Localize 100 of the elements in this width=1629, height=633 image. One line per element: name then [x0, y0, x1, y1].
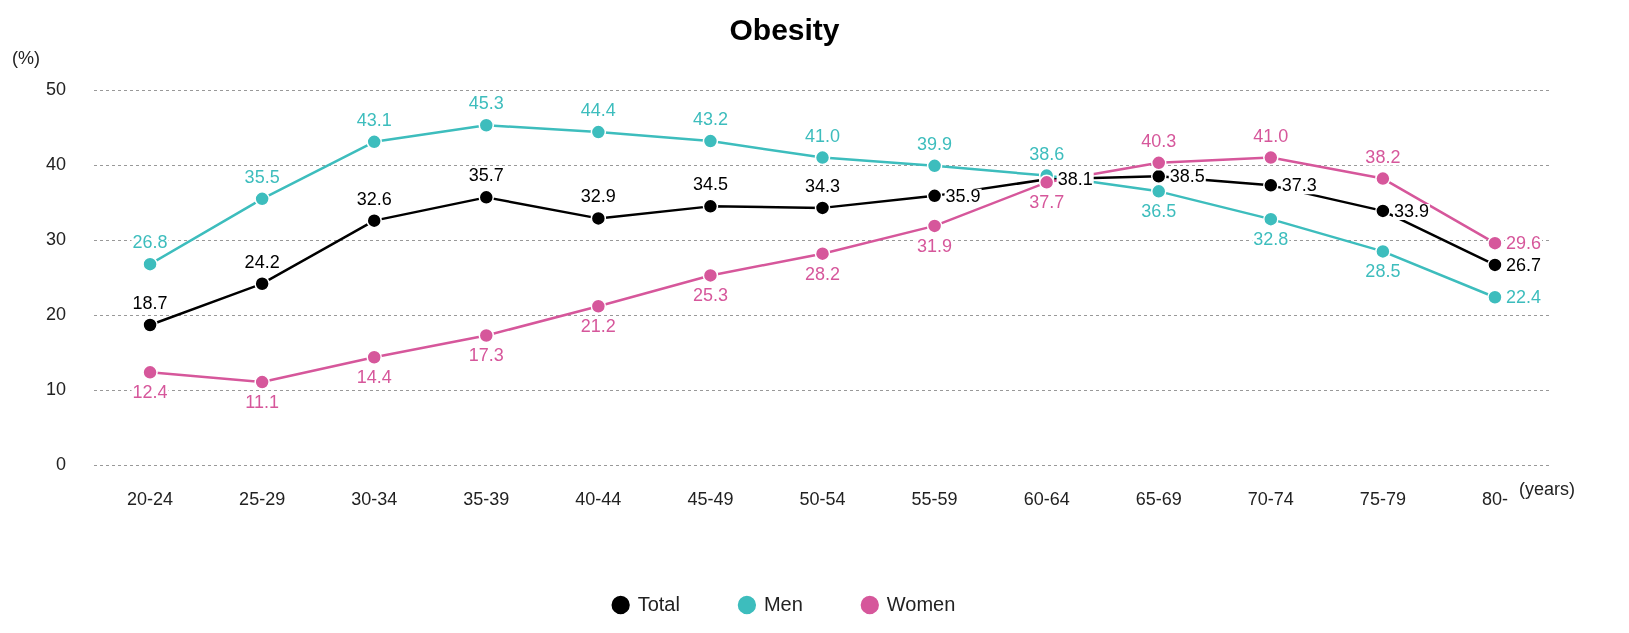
point: [926, 158, 943, 174]
point: [1150, 168, 1167, 185]
point: [1375, 170, 1391, 187]
data-label: 32.6: [356, 188, 392, 209]
y-tick-label: 30: [45, 229, 67, 250]
point: [590, 298, 607, 314]
data-label: 29.6: [1505, 233, 1542, 254]
data-label: 38.2: [1365, 146, 1401, 167]
point: [478, 327, 495, 344]
data-label: 26.7: [1505, 254, 1542, 275]
data-label: 18.7: [132, 292, 168, 313]
data-label: 35.9: [945, 185, 981, 206]
chart-title: Obesity: [729, 13, 840, 47]
x-tick-label: 70-74: [1247, 489, 1294, 510]
x-tick-label: 50-54: [799, 489, 846, 510]
point: [702, 133, 719, 149]
point: [366, 349, 382, 366]
x-tick-label: 55-59: [911, 489, 958, 510]
point: [814, 200, 831, 216]
data-label: 45.3: [468, 93, 504, 114]
legend-label: Men: [763, 592, 803, 615]
data-label: 41.0: [1253, 125, 1289, 146]
legend-label: Women: [886, 592, 956, 615]
data-label: 32.9: [580, 186, 616, 207]
data-label: 35.5: [244, 166, 280, 187]
point: [1375, 203, 1391, 219]
x-tick-label: 30-34: [351, 489, 398, 510]
data-label: 12.4: [132, 382, 168, 403]
point: [590, 210, 607, 227]
legend-label: Total: [637, 592, 680, 615]
data-label: 43.2: [692, 109, 728, 130]
data-label: 33.9: [1393, 200, 1429, 221]
data-label: 25.3: [692, 285, 728, 306]
data-label: 35.7: [468, 165, 504, 186]
data-label: 36.5: [1141, 201, 1177, 222]
x-tick-label: 20-24: [127, 489, 174, 510]
point: [254, 374, 270, 390]
point: [1150, 155, 1167, 171]
data-label: 39.9: [917, 133, 953, 154]
y-tick-label: 40: [45, 154, 67, 175]
data-label: 34.3: [804, 175, 841, 196]
data-label: 17.3: [468, 345, 504, 366]
point: [366, 134, 382, 150]
point: [478, 189, 495, 206]
x-tick-label: 60-64: [1023, 489, 1070, 510]
point: [1375, 243, 1391, 260]
point: [142, 256, 158, 272]
data-label: 14.4: [356, 367, 392, 388]
point: [478, 117, 495, 134]
data-label: 37.3: [1281, 175, 1317, 196]
data-label: 24.2: [244, 251, 280, 272]
point: [926, 188, 943, 204]
point: [1263, 177, 1279, 194]
data-label: 41.0: [804, 125, 841, 146]
data-label: 26.8: [132, 232, 168, 253]
point: [1263, 211, 1279, 227]
point: [814, 149, 831, 166]
x-tick-label: 65-69: [1135, 489, 1182, 510]
data-label: 32.8: [1253, 229, 1289, 250]
point: [366, 212, 382, 229]
point: [590, 124, 607, 140]
data-label: 44.4: [580, 100, 616, 121]
point: [1263, 149, 1279, 166]
x-tick-label: 80-: [1481, 489, 1508, 510]
point: [1487, 289, 1503, 305]
data-label: 38.5: [1169, 166, 1205, 187]
data-label: 43.1: [356, 109, 392, 130]
data-label: 28.5: [1365, 261, 1401, 282]
x-axis-title: (years): [1518, 479, 1575, 500]
data-label: 22.4: [1505, 287, 1542, 308]
data-label: 38.1: [1057, 169, 1093, 190]
x-tick-label: 35-39: [463, 489, 510, 510]
point: [254, 191, 270, 207]
point: [814, 245, 831, 262]
data-label: 21.2: [580, 316, 616, 337]
data-label: 31.9: [917, 235, 953, 256]
point: [926, 218, 943, 234]
x-tick-label: 25-29: [239, 489, 286, 510]
data-label: 37.7: [1029, 192, 1065, 213]
x-tick-label: 40-44: [575, 489, 622, 510]
point: [254, 275, 270, 292]
data-label: 40.3: [1141, 130, 1177, 151]
point: [1487, 235, 1503, 251]
data-label: 11.1: [245, 392, 279, 413]
data-label: 38.6: [1029, 143, 1065, 164]
data-label: 34.5: [692, 174, 728, 195]
y-tick-label: 10: [45, 379, 67, 400]
point: [142, 317, 158, 333]
point: [142, 364, 158, 381]
point: [702, 267, 719, 284]
y-tick-label: 0: [56, 454, 67, 475]
x-tick-label: 75-79: [1359, 489, 1406, 510]
x-tick-label: 45-49: [687, 489, 734, 510]
point: [1487, 257, 1503, 273]
point: [702, 198, 719, 215]
y-axis-title: (%): [12, 47, 40, 68]
data-label: 28.2: [804, 263, 841, 284]
y-tick-label: 50: [45, 78, 67, 99]
point: [1150, 183, 1167, 200]
y-tick-label: 20: [45, 304, 67, 325]
